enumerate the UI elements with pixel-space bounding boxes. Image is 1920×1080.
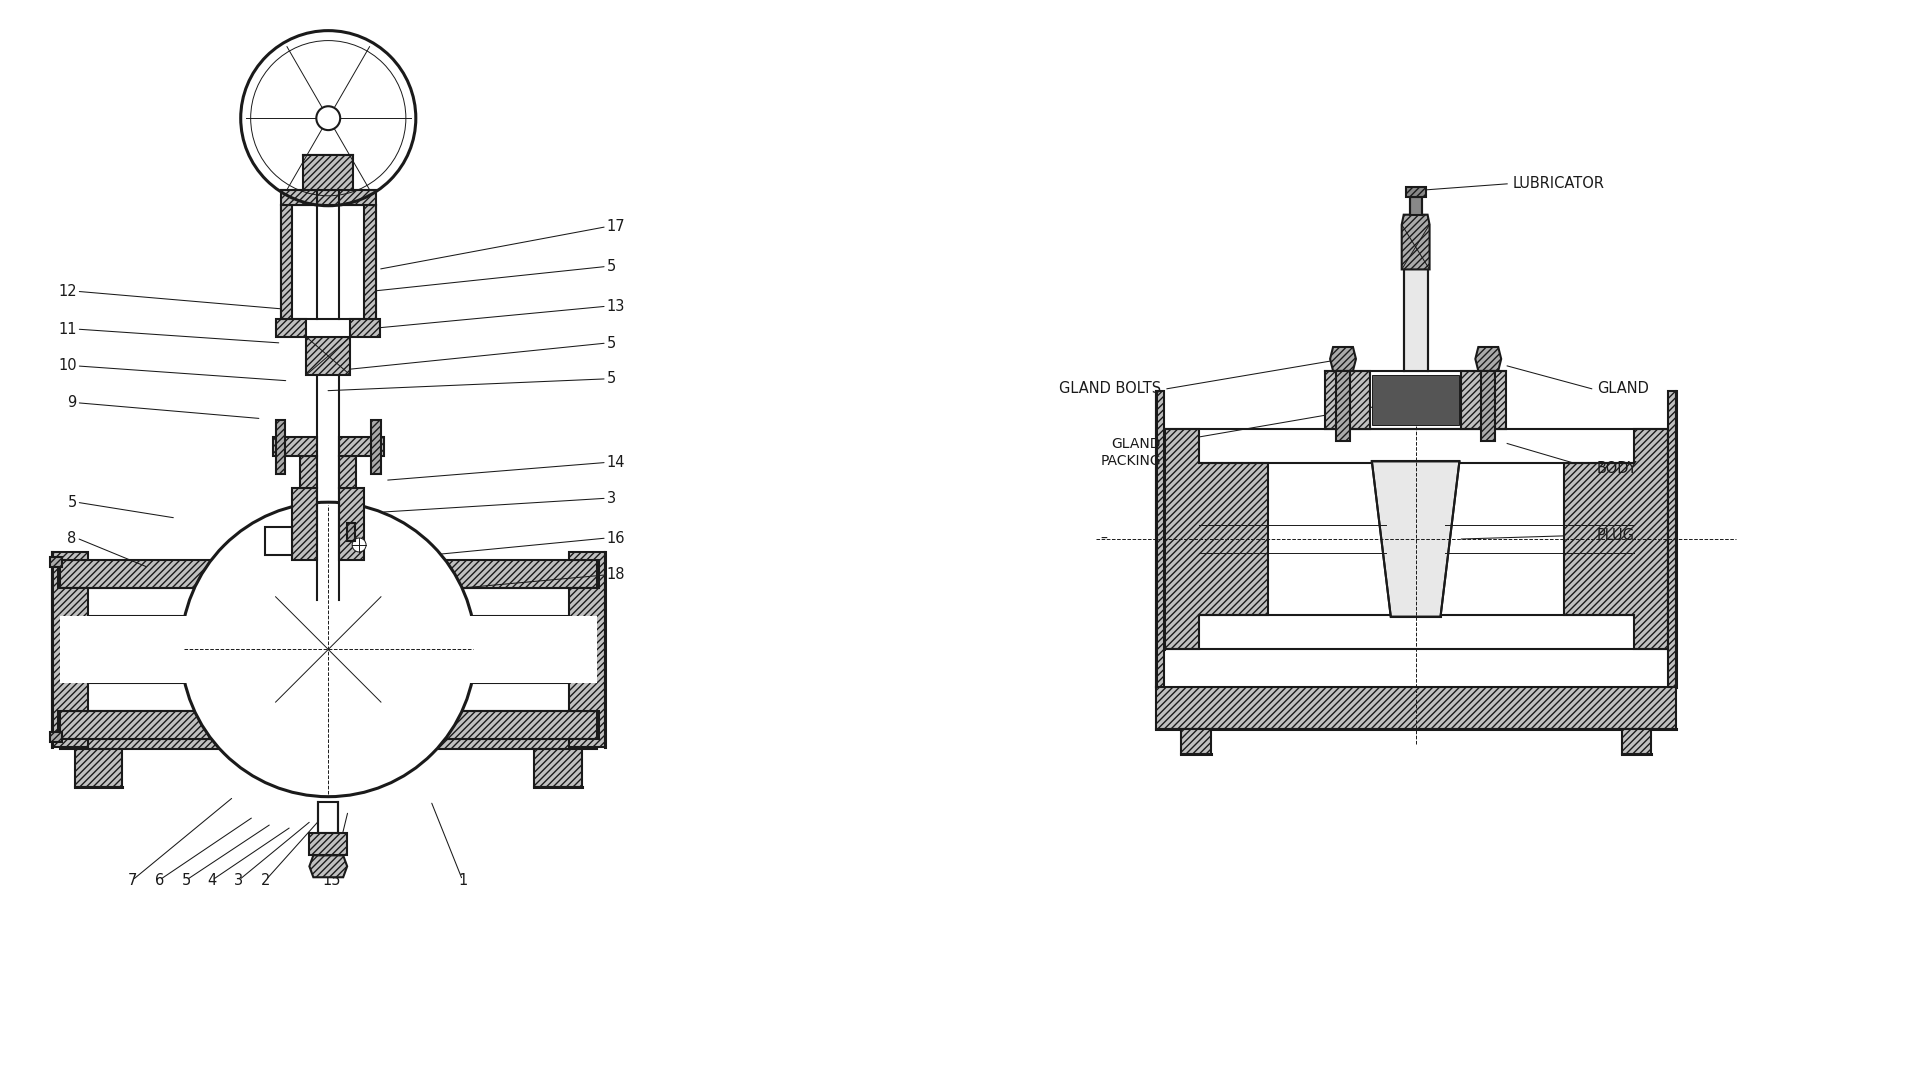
Polygon shape	[1475, 347, 1501, 370]
Text: 3: 3	[234, 873, 244, 888]
Polygon shape	[1622, 729, 1651, 754]
Text: 5: 5	[607, 336, 616, 351]
Text: GLAND BOLTS: GLAND BOLTS	[1058, 381, 1162, 396]
Bar	[309, 834, 348, 855]
Text: –: –	[1100, 532, 1108, 546]
Bar	[1336, 370, 1350, 441]
Polygon shape	[1156, 391, 1164, 687]
Polygon shape	[60, 711, 597, 739]
Circle shape	[351, 538, 367, 552]
Bar	[50, 557, 61, 567]
Polygon shape	[1331, 347, 1356, 370]
Polygon shape	[340, 457, 355, 488]
Polygon shape	[276, 320, 307, 337]
Text: 16: 16	[607, 530, 626, 545]
Bar	[50, 732, 61, 742]
Bar	[60, 616, 198, 684]
Polygon shape	[340, 436, 384, 457]
Polygon shape	[280, 205, 292, 320]
Polygon shape	[309, 855, 348, 877]
Polygon shape	[307, 337, 349, 375]
Polygon shape	[273, 436, 317, 457]
Polygon shape	[88, 616, 192, 684]
Polygon shape	[365, 205, 376, 320]
Text: 10: 10	[58, 359, 77, 374]
Text: 11: 11	[58, 322, 77, 337]
Text: 8: 8	[67, 530, 77, 545]
Bar	[348, 523, 355, 541]
Text: PLUG: PLUG	[1597, 527, 1634, 542]
Bar	[1405, 187, 1425, 197]
Bar	[1409, 197, 1421, 215]
Polygon shape	[52, 552, 88, 747]
Polygon shape	[60, 559, 597, 588]
Bar	[371, 420, 380, 474]
Circle shape	[317, 106, 340, 130]
Text: 5: 5	[607, 259, 616, 274]
Text: GLAND: GLAND	[1597, 381, 1649, 396]
Text: 7: 7	[127, 873, 136, 888]
Bar	[280, 205, 376, 320]
Text: LUBRICATOR: LUBRICATOR	[1513, 176, 1603, 191]
Polygon shape	[1156, 687, 1676, 729]
Polygon shape	[1565, 429, 1668, 649]
Text: 6: 6	[154, 873, 163, 888]
Text: BODY: BODY	[1597, 461, 1638, 476]
Text: 5: 5	[607, 372, 616, 387]
Polygon shape	[465, 616, 568, 684]
Polygon shape	[300, 457, 317, 488]
Polygon shape	[292, 488, 317, 559]
Polygon shape	[60, 739, 597, 748]
Polygon shape	[1164, 429, 1269, 649]
Text: 9: 9	[67, 395, 77, 410]
Circle shape	[180, 502, 476, 797]
Polygon shape	[340, 488, 365, 559]
Text: 3: 3	[607, 490, 616, 505]
Polygon shape	[1325, 370, 1369, 429]
Text: 18: 18	[607, 567, 626, 582]
Polygon shape	[75, 748, 123, 786]
Text: 1: 1	[459, 873, 467, 888]
Bar	[265, 527, 292, 555]
Polygon shape	[280, 190, 376, 205]
Polygon shape	[303, 156, 353, 190]
Polygon shape	[534, 748, 582, 786]
Bar	[1482, 370, 1496, 441]
Polygon shape	[1461, 370, 1505, 429]
Polygon shape	[349, 320, 380, 337]
Polygon shape	[1402, 215, 1430, 269]
Text: 13: 13	[607, 299, 626, 313]
Polygon shape	[1373, 461, 1459, 617]
Polygon shape	[1181, 729, 1212, 754]
Polygon shape	[568, 552, 605, 747]
Text: 5: 5	[67, 495, 77, 510]
Text: 14: 14	[607, 455, 626, 470]
Bar	[1373, 375, 1459, 424]
Text: 4: 4	[207, 873, 217, 888]
Text: 5: 5	[180, 873, 190, 888]
Bar	[319, 801, 338, 834]
Text: 12: 12	[58, 284, 77, 299]
Text: GLAND
PACKING: GLAND PACKING	[1100, 437, 1162, 468]
Bar	[276, 420, 286, 474]
Text: 17: 17	[607, 219, 626, 234]
Bar	[1404, 269, 1428, 370]
Bar	[457, 616, 597, 684]
Text: 2: 2	[261, 873, 271, 888]
Polygon shape	[1668, 391, 1676, 687]
Text: 15: 15	[323, 873, 340, 888]
